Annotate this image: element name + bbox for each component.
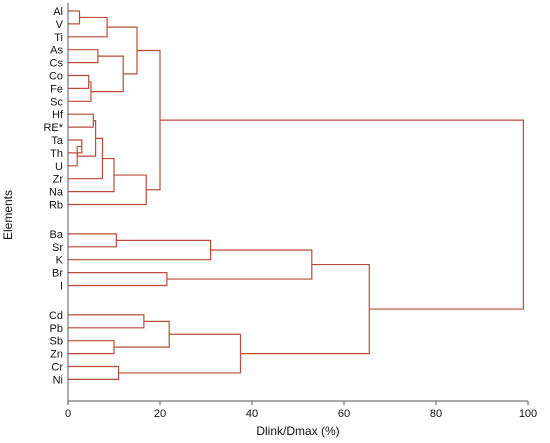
leaf-label: K	[56, 255, 64, 267]
dendrogram-links	[68, 10, 524, 380]
leaf-label: Ni	[53, 374, 63, 386]
dendrogram-link-m6	[91, 55, 124, 93]
x-axis-title: Dlink/Dmax (%)	[256, 424, 339, 438]
x-axis: 0 20 40 60 80 100	[65, 3, 537, 420]
dendrogram-link-m20	[68, 314, 145, 329]
leaf-label: Ti	[54, 32, 63, 44]
dendrogram-link-m26	[160, 119, 524, 310]
dendrogram-link-m13	[68, 157, 115, 193]
dendrogram-link-m16	[68, 233, 117, 248]
y-axis-title: Elements	[1, 190, 15, 240]
dendrogram-link-m23	[68, 365, 120, 380]
leaf-label: Sb	[50, 336, 63, 348]
dendrogram-link-m21	[68, 340, 115, 355]
leaf-label: Sc	[50, 96, 63, 108]
dendrogram-link-m8	[68, 113, 94, 128]
dendrogram-link-m12	[68, 137, 104, 180]
dendrogram-link-m17	[68, 239, 212, 261]
leaf-label: Cr	[51, 362, 63, 374]
dendrogram-link-m7	[107, 26, 138, 75]
dendrogram-link-m14	[68, 174, 147, 206]
leaf-label: Ba	[50, 229, 64, 241]
dendrogram-link-m22	[114, 320, 170, 348]
leaf-label: Fe	[50, 83, 63, 95]
leaf-label: Sr	[52, 242, 63, 254]
leaf-label: Ta	[51, 135, 64, 147]
dendrogram-link-m2	[68, 16, 108, 38]
x-tick-label: 40	[246, 408, 258, 420]
leaf-label: RE*	[43, 122, 63, 134]
leaf-label: V	[56, 19, 64, 31]
leaf-label: Na	[49, 187, 64, 199]
dendrogram-link-m18	[68, 272, 168, 287]
leaf-label: Rb	[49, 200, 63, 212]
dendrogram-link-m19	[166, 249, 313, 280]
leaf-label: Br	[52, 268, 63, 280]
x-tick-label: 100	[519, 408, 537, 420]
leaf-label: Cd	[49, 310, 63, 322]
leaf-label: Zr	[53, 174, 64, 186]
dendrogram-link-m5	[68, 81, 92, 102]
dendrogram-link-m3	[68, 49, 99, 64]
leaf-label: As	[50, 45, 63, 57]
dendrogram-link-m4	[68, 74, 90, 89]
leaf-label: Co	[49, 71, 63, 83]
leaf-label: Pb	[50, 323, 63, 335]
dendrogram-link-m24	[118, 333, 242, 374]
x-tick-label: 80	[430, 408, 442, 420]
x-tick-label: 20	[154, 408, 166, 420]
dendrogram-link-m25	[240, 263, 370, 355]
leaf-label: Hf	[52, 109, 64, 121]
leaf-label: I	[60, 281, 63, 293]
leaf-label: Cs	[50, 58, 64, 70]
leaf-label: Th	[50, 148, 63, 160]
x-tick-label: 0	[65, 408, 71, 420]
leaf-label: Al	[53, 6, 63, 18]
x-tick-label: 60	[338, 408, 350, 420]
leaf-label: Zn	[50, 349, 63, 361]
leaf-label: U	[55, 161, 63, 173]
dendrogram-link-m1	[68, 10, 81, 25]
dendrogram-link-m15	[137, 49, 161, 191]
